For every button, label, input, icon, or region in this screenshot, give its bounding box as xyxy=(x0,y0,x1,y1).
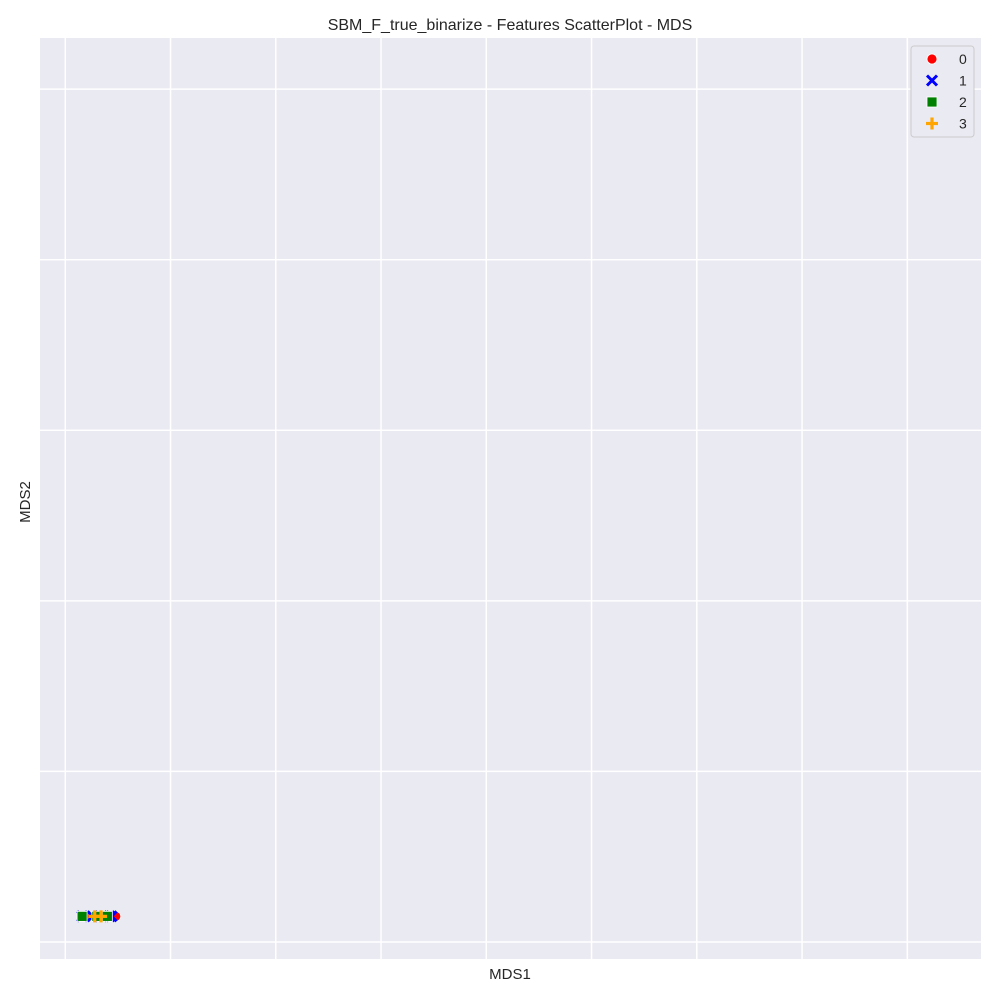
y-axis-label: MDS2 xyxy=(17,481,34,523)
legend: 0 1 2 3 xyxy=(910,45,975,138)
legend-marker-0 xyxy=(926,53,938,65)
chart-title: SBM_F_true_binarize - Features ScatterPl… xyxy=(328,17,693,34)
y-gridlines xyxy=(40,88,981,943)
legend-box xyxy=(910,45,975,138)
scatter-points xyxy=(76,76,939,923)
legend-marker-3 xyxy=(926,117,938,130)
plot-area xyxy=(40,38,981,959)
legend-marker-1 xyxy=(925,74,939,87)
legend-label-0: 0 xyxy=(959,51,967,67)
point-series-3-1 xyxy=(95,910,108,923)
point-series-2-0 xyxy=(76,910,88,922)
x-gridlines xyxy=(64,38,909,959)
legend-label-1: 1 xyxy=(959,73,967,89)
legend-label-2: 2 xyxy=(959,94,967,110)
legend-marker-2 xyxy=(926,96,938,108)
x-axis-label: MDS1 xyxy=(489,966,531,983)
legend-label-3: 3 xyxy=(959,116,967,132)
